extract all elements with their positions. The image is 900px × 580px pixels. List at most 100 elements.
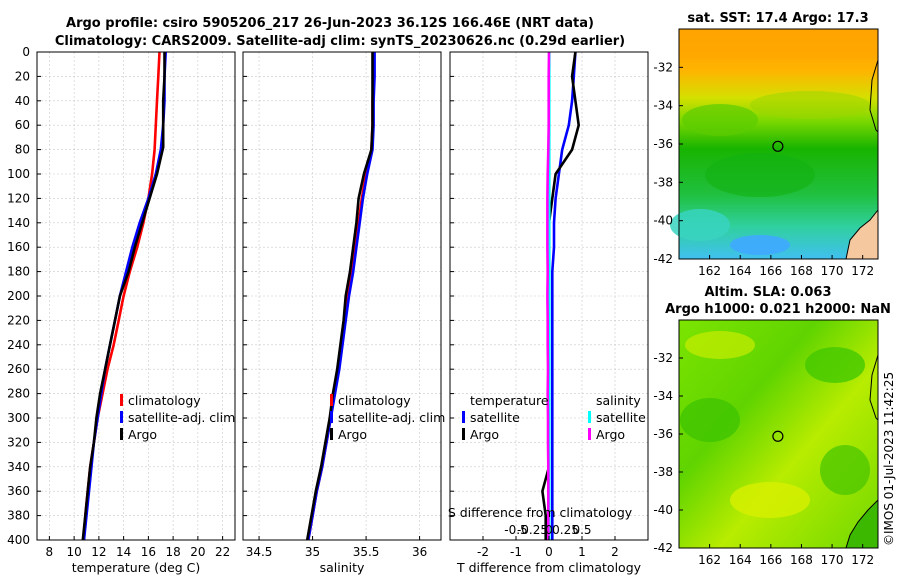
map-x-tick-label: 172 (851, 553, 874, 567)
x-tick-label: 14 (116, 545, 131, 559)
legend-swatch-argo (120, 428, 123, 440)
legend-label-satellite-adj: satellite-adj. clim (338, 410, 445, 425)
s-tick-label: -0.25 (517, 523, 548, 537)
sst-front-patch (682, 104, 758, 136)
legend-label-t-argo: Argo (470, 427, 499, 442)
map-y-tick-label: -32 (653, 351, 673, 365)
legend-swatch-climatology (120, 394, 123, 406)
sla-field (679, 320, 879, 549)
depth-tick-label: 380 (7, 509, 30, 523)
x-tick-label: 35.5 (353, 545, 380, 559)
figure-title-line1: Argo profile: csiro 5905206_217 26-Jun-2… (66, 16, 594, 31)
depth-tick-label: 220 (7, 313, 30, 327)
sla-map-title: Altim. SLA: 0.063 (705, 285, 832, 300)
argo-location-marker (772, 430, 784, 442)
depth-tick-label: 180 (7, 265, 30, 279)
map-x-tick-label: 170 (821, 264, 844, 278)
map-x-tick-label: 162 (698, 553, 721, 567)
depth-tick-label: 160 (7, 240, 30, 254)
series-line-s-argo (546, 51, 551, 540)
depth-tick-label: 260 (7, 362, 30, 376)
legend-swatch-t-satellite (462, 411, 465, 423)
depth-tick-label: 300 (7, 411, 30, 425)
temperature-panel: 8 10 12 14 16 18 20 22 temperature (deg C) clim… (36, 51, 236, 575)
legend-label-climatology: climatology (338, 393, 411, 408)
sst-cool-patch (730, 235, 790, 255)
map-y-tick-label: -36 (653, 137, 673, 151)
map-x-tick-label: 168 (790, 553, 813, 567)
coastline (869, 354, 879, 421)
legend-title-temperature: temperature (470, 393, 549, 408)
sla-high-patch (730, 482, 810, 518)
x-tick-label: -2 (477, 545, 489, 559)
map-y-tick-label: -38 (653, 175, 673, 189)
depth-tick-label: 40 (15, 94, 30, 108)
x-tick-label: 8 (46, 545, 54, 559)
x-tick-label: 1 (578, 545, 586, 559)
coastline (869, 59, 879, 133)
s-tick-label: 0.5 (572, 523, 591, 537)
figure-title-line2: Climatology: CARS2009. Satellite-adj cli… (55, 34, 625, 49)
depth-tick-label: 60 (15, 118, 30, 132)
legend-swatch-t-argo (462, 428, 465, 440)
x-tick-label: 2 (611, 545, 619, 559)
legend-label-argo: Argo (128, 427, 157, 442)
map-x-tick-label: 166 (759, 264, 782, 278)
sst-map-title: sat. SST: 17.4 Argo: 17.3 (687, 11, 868, 26)
s-tick-label: 0.25 (552, 523, 579, 537)
s-tick-label: 0 (545, 523, 553, 537)
map-x-tick-label: 164 (729, 264, 752, 278)
x-tick-label: 20 (190, 545, 205, 559)
map-y-tick-label: -38 (653, 465, 673, 479)
map-y-tick-label: -32 (653, 60, 673, 74)
x-tick-label: 12 (91, 545, 106, 559)
sla-low-patch (805, 347, 865, 383)
x-tick-label: 10 (66, 545, 81, 559)
x-tick-label: 22 (215, 545, 230, 559)
depth-tick-label: 240 (7, 338, 30, 352)
temperature-legend: climatology satellite-adj. clim Argo (120, 393, 235, 442)
map-x-tick-label: 166 (759, 553, 782, 567)
salinity-legend: climatology satellite-adj. clim Argo (330, 393, 445, 442)
s-tick-label: -0.5 (504, 523, 527, 537)
sla-low-patch (820, 445, 870, 495)
temperature-xlabel: temperature (deg C) (72, 560, 201, 575)
map-y-tick-label: -42 (653, 541, 673, 555)
sst-front-patch (750, 91, 870, 119)
map-x-tick-label: 170 (821, 553, 844, 567)
x-tick-label: 36 (412, 545, 427, 559)
legend-swatch-s-satellite (588, 411, 591, 423)
map-x-tick-label: 162 (698, 264, 721, 278)
sst-cool-patch (670, 209, 730, 241)
legend-swatch-satellite-adj (330, 411, 333, 423)
x-tick-label: 18 (165, 545, 180, 559)
sla-high-patch (685, 331, 755, 359)
depth-tick-label: 280 (7, 387, 30, 401)
depth-tick-labels: 0 20 40 60 80 100 120 140 160 180 200 220 240 260 280 3… (7, 45, 30, 547)
map-y-tick-label: -36 (653, 427, 673, 441)
x-tick-label: -1 (510, 545, 522, 559)
legend-label-t-satellite: satellite (470, 410, 520, 425)
sst-cool-patch (705, 153, 815, 197)
difference-panel: -2 -1 0 1 2 -0.5-0.250 0.250.5 S difference f… (448, 51, 649, 575)
imos-watermark: ©IMOS 01-Jul-2023 11:42:25 (882, 372, 896, 546)
depth-tick-label: 140 (7, 216, 30, 230)
legend-swatch-s-argo (588, 428, 591, 440)
legend-label-s-satellite: satellite (596, 410, 646, 425)
legend-title-salinity: salinity (596, 393, 641, 408)
s-difference-label: S difference from climatology (448, 505, 633, 520)
sst-map-panel: sat. SST: 17.4 Argo: 17.3 162 164 166 168 17… (653, 11, 879, 278)
series-line-argo (81, 52, 166, 541)
legend-swatch-argo (330, 428, 333, 440)
x-tick-label: 34.5 (246, 545, 273, 559)
sla-low-patch (680, 398, 740, 442)
legend-label-climatology: climatology (128, 393, 201, 408)
map-y-tick-label: -40 (653, 503, 673, 517)
x-tick-label: 0 (545, 545, 553, 559)
depth-tick-label: 200 (7, 289, 30, 303)
sst-field (670, 29, 879, 260)
legend-label-s-argo: Argo (596, 427, 625, 442)
map-y-tick-label: -42 (653, 252, 673, 266)
map-x-tick-label: 164 (729, 553, 752, 567)
